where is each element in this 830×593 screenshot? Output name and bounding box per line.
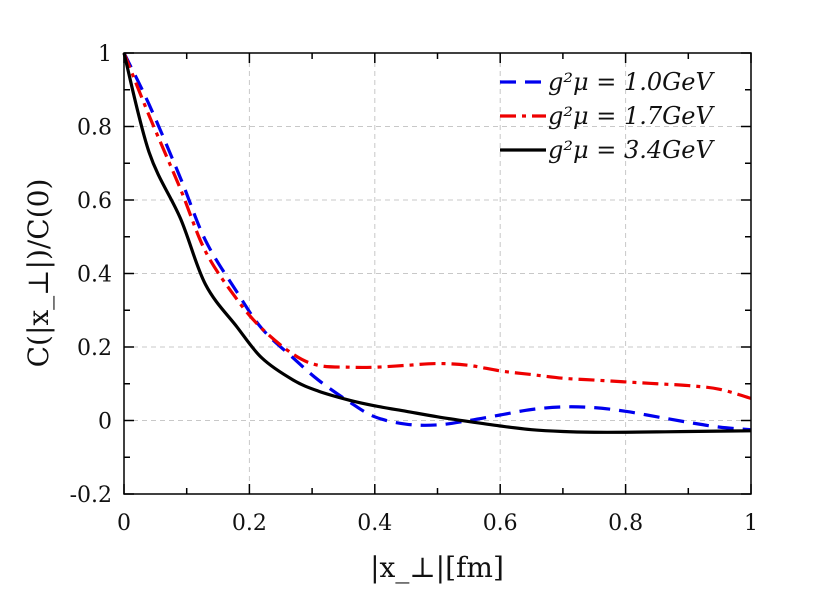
legend-label-1: g²μ = 1.0GeV xyxy=(548,68,715,96)
x-tick-labels: 0 0.2 0.4 0.6 0.8 1 xyxy=(117,511,758,536)
x-axis-title: |x_⊥|[fm] xyxy=(370,551,504,584)
x-tick-label: 1 xyxy=(744,511,758,536)
series-line-3 xyxy=(122,52,752,434)
x-tick-label: 0.2 xyxy=(232,511,267,536)
y-tick-label: 0 xyxy=(98,410,112,435)
x-tick-label: 0.6 xyxy=(483,511,518,536)
y-tick-label: 0.2 xyxy=(77,336,112,361)
y-tick-label: 0.6 xyxy=(77,189,112,214)
series-line-2 xyxy=(122,52,752,400)
grid-lines xyxy=(124,53,751,494)
y-tick-label: -0.2 xyxy=(70,483,112,508)
y-tick-label: 0.8 xyxy=(77,116,112,141)
y-tick-label: 0.4 xyxy=(77,263,112,288)
y-tick-label: 1 xyxy=(98,42,112,67)
x-tick-label: 0 xyxy=(117,511,131,536)
data-series xyxy=(122,52,752,434)
legend-label-3: g²μ = 3.4GeV xyxy=(548,136,715,164)
axis-ticks xyxy=(123,52,752,495)
legend-label-2: g²μ = 1.7GeV xyxy=(548,102,715,130)
y-tick-labels: -0.2 0 0.2 0.4 0.6 0.8 1 xyxy=(70,42,112,508)
y-axis-title: C(|x_⊥|)/C(0) xyxy=(22,179,55,368)
legend: g²μ = 1.0GeV g²μ = 1.7GeV g²μ = 3.4GeV xyxy=(500,68,715,164)
x-tick-label: 0.4 xyxy=(357,511,392,536)
x-tick-label: 0.8 xyxy=(608,511,643,536)
